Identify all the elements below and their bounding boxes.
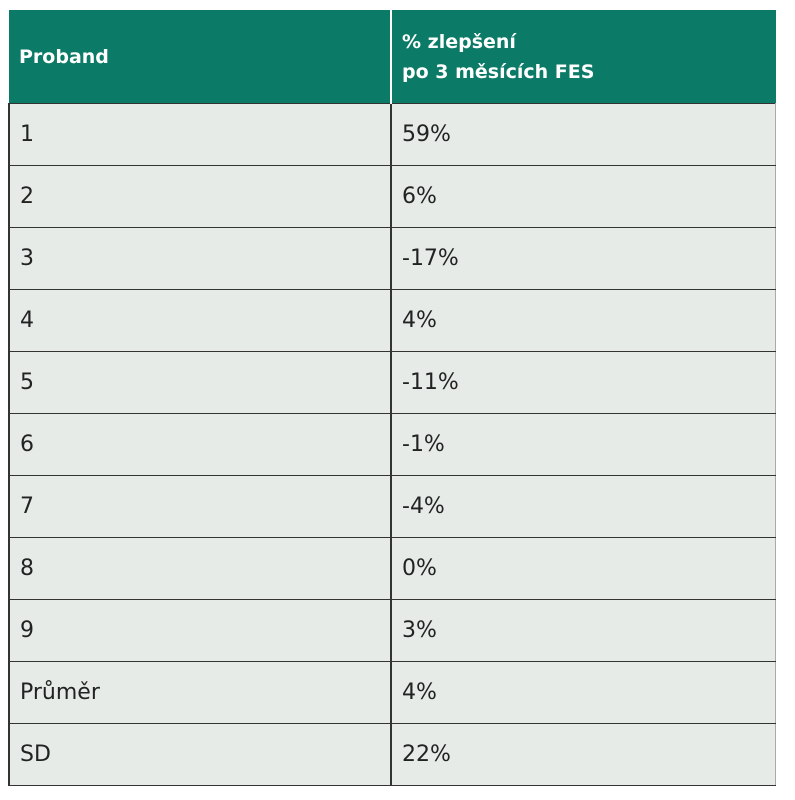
table-cell: 6 [8, 413, 391, 476]
header-cell: % zlepšení po 3 měsících FES [390, 10, 776, 104]
table-cell: -1% [390, 413, 776, 476]
header-cell: Proband [9, 10, 391, 104]
table-cell: 59% [390, 103, 776, 166]
table-row: SD 22% [8, 723, 776, 786]
table-row: 3 -17% [8, 227, 776, 290]
table-cell: 4% [390, 661, 776, 724]
header-row: Proband % zlepšení po 3 měsících FES [9, 10, 776, 104]
table-cell: 8 [8, 537, 391, 600]
table-cell: -17% [390, 227, 776, 290]
table-cell: 2 [8, 165, 391, 228]
table-cell: 1 [8, 103, 391, 166]
table-row: 6 -1% [8, 413, 776, 476]
table-cell: 3 [8, 227, 391, 290]
table-cell: 4% [390, 289, 776, 352]
table-cell: 22% [390, 723, 776, 786]
table-cell: 7 [8, 475, 391, 538]
table-cell: 5 [8, 351, 391, 414]
table-cell: 6% [390, 165, 776, 228]
table-row: 2 6% [8, 165, 776, 228]
table-cell: Průměr [8, 661, 391, 724]
table-cell: 4 [8, 289, 391, 352]
table-row: 8 0% [8, 537, 776, 600]
table-cell: 3% [390, 599, 776, 662]
table-cell: SD [8, 723, 391, 786]
table-cell: 0% [390, 537, 776, 600]
table-row: 1 59% [8, 103, 776, 166]
results-table: Proband% zlepšení po 3 měsících FES 1 59% 2… [8, 10, 776, 786]
table-cell: -11% [390, 351, 776, 414]
table-row: 5 -11% [8, 351, 776, 414]
table-row: 9 3% [8, 599, 776, 662]
table-cell: -4% [390, 475, 776, 538]
header-line: po 3 měsících FES [402, 60, 595, 83]
table-cell: 9 [8, 599, 391, 662]
table-row: 4 4% [8, 289, 776, 352]
table-row: 7 -4% [8, 475, 776, 538]
header-line: % zlepšení [402, 30, 516, 53]
table-row: Průměr 4% [8, 661, 776, 724]
